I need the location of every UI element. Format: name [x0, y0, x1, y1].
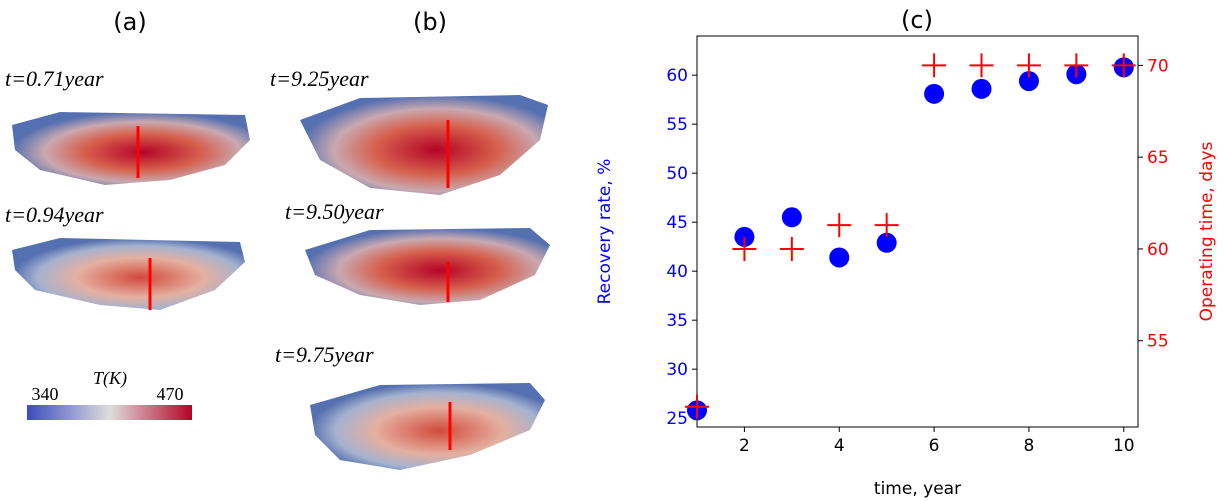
x-tick-label: 10 — [1113, 436, 1135, 456]
point — [876, 232, 897, 253]
point — [732, 236, 757, 261]
x-tick-label: 4 — [834, 436, 845, 456]
render — [12, 112, 250, 185]
y2-tick-label: 60 — [1147, 240, 1169, 260]
plot-frame — [696, 35, 1139, 428]
y-tick-label: 25 — [666, 409, 688, 429]
time-label: t=0.94year — [5, 202, 104, 227]
render — [310, 383, 545, 470]
panel-label: (b) — [413, 8, 447, 36]
point — [924, 83, 945, 104]
panel-label: (a) — [113, 8, 146, 36]
y-tick-label: 60 — [666, 66, 688, 86]
chart-title: (c) — [901, 6, 933, 34]
y-axis-label: Recovery rate, % — [595, 159, 615, 305]
point — [781, 207, 802, 228]
y-tick-label: 45 — [666, 213, 688, 233]
point — [969, 53, 994, 78]
time-label: t=0.71year — [5, 66, 104, 91]
y-tick-label: 55 — [666, 115, 688, 135]
point — [827, 213, 852, 238]
render — [300, 95, 548, 195]
point — [874, 213, 899, 238]
point — [685, 394, 709, 419]
render — [305, 228, 550, 305]
time-label: t=9.75year — [275, 342, 374, 367]
colorbar — [27, 405, 192, 420]
colorbar-max: 470 — [157, 384, 184, 404]
point — [922, 53, 947, 78]
colorbar-min: 340 — [32, 384, 59, 404]
y2-tick-label: 55 — [1147, 332, 1169, 352]
time-label: t=9.50year — [285, 199, 384, 224]
y2-tick-label: 65 — [1147, 148, 1169, 168]
x-axis-label: time, year — [874, 479, 961, 499]
y-tick-label: 50 — [666, 164, 688, 184]
x-tick-label: 8 — [1024, 436, 1035, 456]
x-tick-label: 6 — [929, 436, 940, 456]
y-tick-label: 30 — [666, 360, 688, 380]
time-label: t=9.25year — [270, 66, 369, 91]
point — [1018, 71, 1039, 92]
y2-axis-label: Operating time, days — [1197, 141, 1217, 321]
y2-tick-label: 70 — [1147, 56, 1169, 76]
point — [779, 236, 804, 261]
render — [12, 238, 245, 310]
y-tick-label: 35 — [666, 311, 688, 331]
x-tick-label: 2 — [739, 436, 750, 456]
point — [1016, 53, 1041, 78]
panel-renders — [12, 95, 550, 470]
point — [1064, 53, 1089, 78]
colorbar-title: T(K) — [93, 368, 127, 389]
point — [734, 226, 755, 247]
point — [971, 78, 992, 99]
point — [829, 247, 850, 268]
y-tick-label: 40 — [666, 262, 688, 282]
point — [1111, 53, 1136, 78]
